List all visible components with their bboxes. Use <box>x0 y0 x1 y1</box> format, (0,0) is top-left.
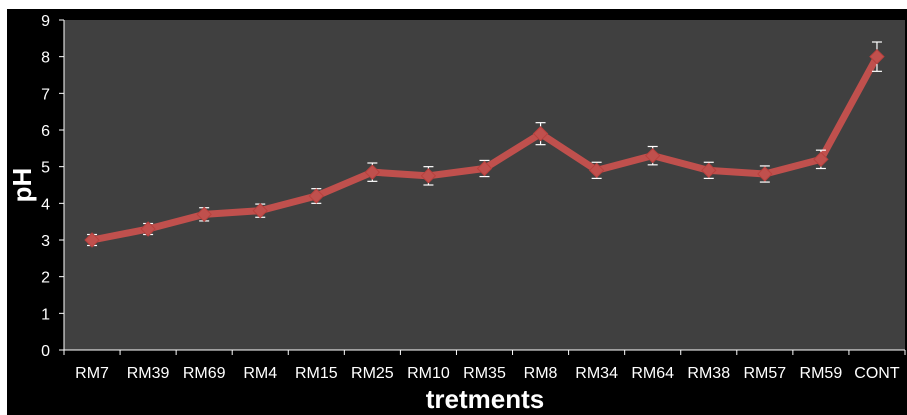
data-point <box>84 232 100 248</box>
y-tick-label: 2 <box>41 270 50 287</box>
x-tick-label: RM57 <box>743 365 786 382</box>
y-tick-label: 5 <box>41 160 50 177</box>
y-tick-label: 3 <box>41 233 50 250</box>
y-tick-label: 1 <box>41 306 50 323</box>
x-tick-label: RM15 <box>295 365 338 382</box>
x-tick-label: RM34 <box>575 365 618 382</box>
x-tick-label: RM10 <box>407 365 450 382</box>
plot-area <box>64 20 905 350</box>
data-point <box>644 147 661 164</box>
y-axis: 0 1 2 3 4 5 6 7 8 9 <box>41 13 65 360</box>
y-tick-label: 4 <box>41 196 50 213</box>
y-tick-label: 0 <box>41 343 50 360</box>
x-tick-label: RM4 <box>243 365 277 382</box>
x-tick-label: CONT <box>854 365 900 382</box>
data-point <box>701 162 717 179</box>
data-point <box>252 202 268 219</box>
y-tick-label: 7 <box>41 86 50 103</box>
data-point <box>308 188 325 204</box>
y-tick-label: 6 <box>41 123 50 140</box>
x-tick-label: RM38 <box>687 365 730 382</box>
x-axis-title: tretments <box>426 384 544 414</box>
x-tick-label: RM8 <box>524 365 558 382</box>
x-tick-label: RM7 <box>75 365 109 382</box>
x-tick-label: RM64 <box>631 365 674 382</box>
x-tick-label: RM39 <box>127 365 170 382</box>
x-axis: RM7 RM39 RM69 RM4 RM15 RM25 RM10 RM35 RM8 RM34 RM6… <box>63 349 906 382</box>
data-point <box>140 221 156 237</box>
data-point <box>813 151 829 168</box>
data-point <box>476 160 493 177</box>
x-tick-label: RM35 <box>463 365 506 382</box>
data-point <box>869 48 885 65</box>
x-tick-label: RM25 <box>351 365 394 382</box>
data-point <box>196 206 212 223</box>
series-layer <box>84 41 885 248</box>
x-tick-label: RM59 <box>800 365 843 382</box>
data-point <box>588 162 605 179</box>
data-point <box>757 166 773 182</box>
line-chart: 0 1 2 3 4 5 6 7 8 9 RM7 RM39 RM69 RM4 RM15 RM25 RM10 RM3… <box>7 13 906 414</box>
data-point <box>420 168 437 184</box>
chart-frame: 0 1 2 3 4 5 6 7 8 9 RM7 RM39 RM69 RM4 RM15 RM25 RM10 RM3… <box>7 9 907 415</box>
data-point <box>532 125 549 142</box>
y-tick-label: 9 <box>41 13 50 30</box>
y-axis-title: pH <box>7 168 37 203</box>
x-tick-label: RM69 <box>183 365 226 382</box>
y-tick-label: 8 <box>41 50 50 67</box>
data-point <box>364 164 381 180</box>
